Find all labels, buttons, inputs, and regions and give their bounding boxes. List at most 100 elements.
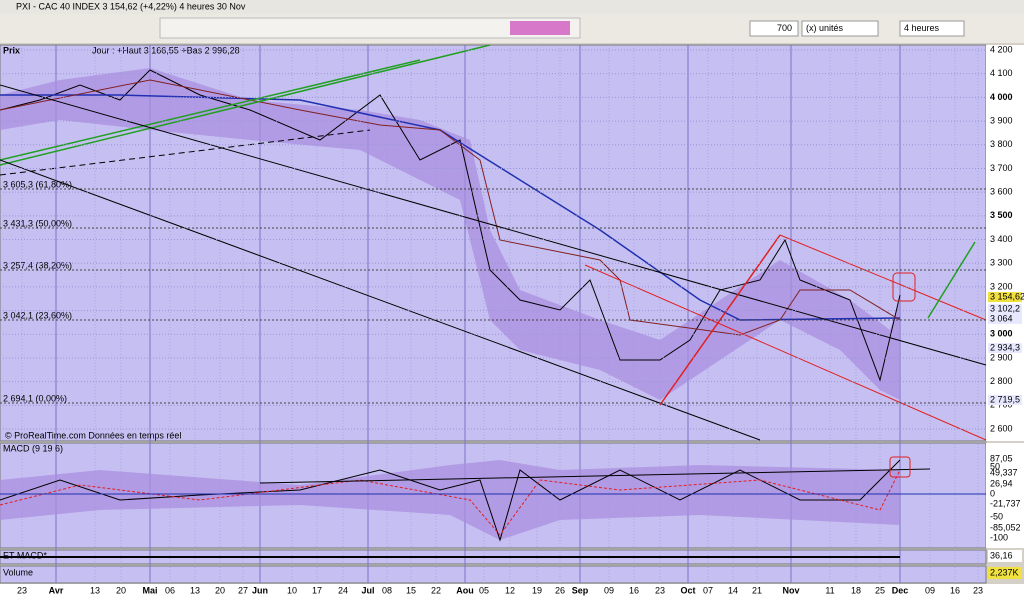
macd-scale-label: -50	[990, 511, 1003, 521]
tool-icons[interactable]	[159, 17, 581, 39]
timeframe: 4 heures	[904, 23, 940, 33]
x-tick-label: 16	[950, 585, 960, 595]
y-tick-label: 2 600	[990, 423, 1013, 433]
x-tick-label: 13	[190, 585, 200, 595]
x-tick-label: Aou	[456, 585, 474, 595]
price-tag: 2 719,5	[990, 394, 1020, 404]
x-tick-label: Jun	[252, 585, 268, 595]
y-tick-label: 2 800	[990, 376, 1013, 386]
volume-name: Volume	[3, 567, 33, 577]
x-tick-label: 17	[312, 585, 322, 595]
macd-scale-label: -21,737	[990, 498, 1021, 508]
x-tick-label: 05	[479, 585, 489, 595]
price-tag-box	[988, 343, 1022, 353]
price-tag: 3 102,2	[990, 303, 1020, 313]
x-tick-label: Sep	[572, 585, 589, 595]
y-tick-label: 4 200	[990, 44, 1013, 54]
price-tag-box	[988, 304, 1022, 314]
price-tag-box	[988, 314, 1022, 324]
title-bar	[0, 0, 1024, 14]
y-tick-label: 3 500	[990, 210, 1013, 220]
y-tick-label: 3 600	[990, 187, 1013, 197]
macd-scale-label: -100	[990, 532, 1008, 542]
macd-scale-label: 26,94	[990, 478, 1013, 488]
fib-label: 3 431,3 (50,00%)	[3, 218, 72, 228]
x-axis	[0, 584, 1024, 598]
fib-label: 3 605,3 (61,80%)	[3, 179, 72, 189]
x-tick-label: 13	[90, 585, 100, 595]
x-tick-label: 07	[703, 585, 713, 595]
units-label: (x) unités	[806, 23, 844, 33]
x-tick-label: 20	[215, 585, 225, 595]
y-tick-label: 3 800	[990, 139, 1013, 149]
y-tick-label: 3 700	[990, 163, 1013, 173]
volume-tag-box	[988, 567, 1022, 579]
x-tick-label: Mai	[142, 585, 157, 595]
timeframe-select[interactable]	[899, 20, 965, 37]
x-tick-label: 10	[287, 585, 297, 595]
et-macd-tag-box	[988, 550, 1022, 562]
y-tick-label: 3 000	[990, 329, 1013, 339]
fib-label: 3 042,1 (23,60%)	[3, 310, 72, 320]
x-tick-label: 27	[238, 585, 248, 595]
macd-drawing	[0, 456, 986, 542]
fib-levels: 3 605,3 (61,80%) 3 431,3 (50,00%) 3 257,4 …	[0, 179, 986, 404]
x-tick-label: 24	[338, 585, 348, 595]
x-tick-label: 16	[629, 585, 639, 595]
credit: © ProRealTime.com Données en temps réel	[5, 430, 181, 440]
x-tick-label: 25	[875, 585, 885, 595]
x-tick-label: 23	[973, 585, 983, 595]
window-title: PXI - CAC 40 INDEX 3 154,62 (+4,22%) 4 h…	[16, 1, 246, 11]
et-macd-tag: 36,16	[990, 550, 1013, 560]
x-tick-label: 21	[752, 585, 762, 595]
price-tag: 3 064	[990, 313, 1013, 323]
x-tick-label: Nov	[782, 585, 799, 595]
x-tick-label: Avr	[49, 585, 64, 595]
price-axis	[986, 45, 1024, 441]
macd-scale-label: -85,052	[990, 522, 1021, 532]
units-select[interactable]	[801, 20, 879, 37]
units-input[interactable]	[749, 20, 799, 37]
x-tick-label: Jul	[361, 585, 374, 595]
x-tick-label: 08	[382, 585, 392, 595]
volume-panel	[0, 565, 987, 584]
units-value: 700	[777, 23, 792, 33]
price-tag-box	[988, 395, 1022, 405]
x-tick-label: 12	[505, 585, 515, 595]
y-tick-label: 2 900	[990, 352, 1013, 362]
macd-axis	[986, 443, 1024, 548]
x-tick-label: 15	[406, 585, 416, 595]
x-tick-label: 22	[431, 585, 441, 595]
price-drawing	[0, 44, 987, 441]
x-tick-label: 11	[825, 585, 834, 595]
macd-scale-label: 0	[990, 488, 995, 498]
macd-scale-label: 50	[990, 461, 1000, 471]
x-tick-label: 18	[851, 585, 861, 595]
y-tick-label: 3 400	[990, 234, 1013, 244]
macd-scale-label: 49,337	[990, 467, 1018, 477]
y-tick-label: 3 300	[990, 258, 1013, 268]
et-macd-name: ET MACD*	[3, 550, 47, 560]
x-tick-label: Oct	[680, 585, 695, 595]
x-tick-label: 06	[165, 585, 175, 595]
y-tick-label: 3 200	[990, 281, 1013, 291]
x-tick-label: 23	[655, 585, 665, 595]
price-panel-name: Prix	[3, 45, 20, 55]
x-tick-label: 09	[925, 585, 935, 595]
volume-tag: 2,237K	[990, 567, 1019, 577]
y-tick-label: 4 100	[990, 68, 1013, 78]
x-tick-label: 14	[728, 585, 738, 595]
price-tag: 3 154,62	[990, 291, 1024, 301]
fib-label: 2 694,1 (0,00%)	[3, 393, 67, 403]
macd-name: MACD (9 19 6)	[3, 443, 63, 453]
x-tick-label: 26	[555, 585, 565, 595]
macd-scale-label: 87,05	[990, 453, 1013, 463]
x-tick-label: 23	[17, 585, 27, 595]
x-tick-label: 20	[116, 585, 126, 595]
x-tick-label: 19	[532, 585, 542, 595]
y-tick-label: 3 900	[990, 115, 1013, 125]
fib-label: 3 257,4 (38,20%)	[3, 260, 72, 270]
x-tick-label: 09	[604, 585, 614, 595]
